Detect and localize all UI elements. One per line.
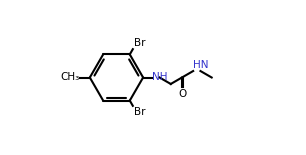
Text: CH₃: CH₃ bbox=[60, 73, 79, 82]
Text: Br: Br bbox=[134, 107, 145, 117]
Text: O: O bbox=[179, 89, 187, 99]
Text: NH: NH bbox=[152, 73, 168, 82]
Text: HN: HN bbox=[193, 60, 209, 70]
Text: Br: Br bbox=[134, 38, 145, 48]
